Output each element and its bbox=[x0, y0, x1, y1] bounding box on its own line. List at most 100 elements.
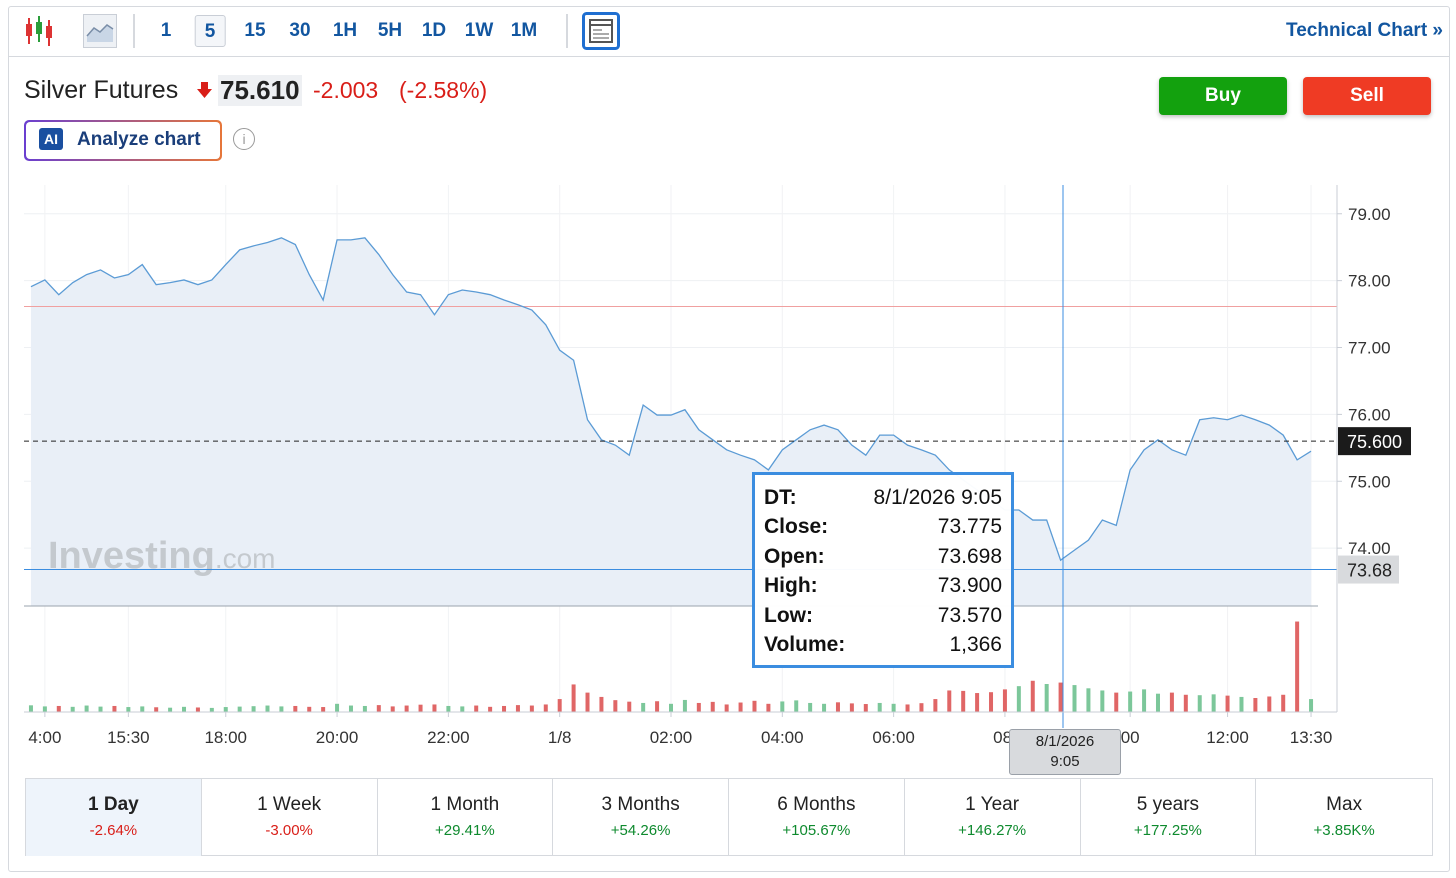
volume-bar bbox=[947, 690, 952, 712]
volume-bar bbox=[1072, 685, 1077, 712]
volume-bar bbox=[557, 699, 562, 712]
interval-button[interactable]: 5H bbox=[377, 20, 403, 41]
volume-bar bbox=[877, 702, 882, 712]
volume-bar bbox=[195, 707, 200, 712]
tooltip-key: High: bbox=[764, 574, 818, 598]
interval-button[interactable]: 1H bbox=[332, 20, 358, 41]
volume-bar bbox=[627, 701, 632, 712]
volume-bar bbox=[696, 702, 701, 712]
separator bbox=[133, 14, 135, 48]
interval-button[interactable]: 1 bbox=[160, 20, 172, 41]
volume-bar bbox=[265, 705, 270, 712]
analyze-chart-button[interactable]: AI Analyze chart bbox=[24, 120, 222, 161]
period-tab[interactable]: 1 Week -3.00% bbox=[202, 779, 378, 856]
x-tick-label: 15:30 bbox=[107, 728, 150, 747]
period-tabs: 1 Day -2.64% 1 Week -3.00% 1 Month +29.41% 3 M… bbox=[25, 778, 1433, 856]
volume-bar bbox=[307, 706, 312, 712]
y-tick-label: 74.00 bbox=[1348, 539, 1391, 558]
candlestick-icon[interactable] bbox=[24, 14, 56, 48]
interval-button[interactable]: 1D bbox=[421, 20, 447, 41]
volume-bar bbox=[710, 701, 715, 712]
current-price-label: 75.600 bbox=[1347, 432, 1402, 452]
info-icon[interactable]: i bbox=[233, 128, 255, 150]
interval-button[interactable]: 30 bbox=[289, 20, 311, 41]
volume-bar bbox=[182, 706, 187, 712]
volume-bar bbox=[933, 699, 938, 712]
volume-bar bbox=[641, 702, 646, 712]
period-change: +54.26% bbox=[610, 822, 671, 839]
instrument-name: Silver Futures bbox=[24, 76, 179, 104]
volume-bar bbox=[446, 705, 451, 712]
volume-bar bbox=[474, 705, 479, 712]
volume-bar bbox=[502, 705, 507, 712]
technical-chart-link[interactable]: Technical Chart » bbox=[1286, 20, 1443, 41]
period-tab[interactable]: 1 Month +29.41% bbox=[378, 779, 554, 856]
interval-button[interactable]: 1M bbox=[510, 20, 538, 41]
volume-bar bbox=[488, 706, 493, 712]
interval-button[interactable]: 5 bbox=[194, 15, 226, 47]
tooltip-row: Volume: 1,366 bbox=[764, 630, 1002, 659]
volume-bar bbox=[905, 704, 910, 712]
down-arrow bbox=[197, 82, 212, 98]
volume-bar bbox=[655, 701, 660, 712]
period-label: 1 Week bbox=[257, 794, 322, 815]
layout-icon[interactable] bbox=[582, 12, 620, 50]
volume-bar bbox=[738, 702, 743, 712]
volume-bar bbox=[669, 703, 673, 712]
tooltip-value: 73.570 bbox=[937, 603, 1002, 627]
last-price: 75.610 bbox=[218, 75, 302, 106]
tooltip-key: Open: bbox=[764, 544, 825, 568]
volume-bar bbox=[1142, 689, 1147, 712]
volume-bar bbox=[780, 701, 785, 712]
volume-bar bbox=[362, 705, 367, 712]
interval-button[interactable]: 1W bbox=[464, 20, 494, 41]
analyze-chart-label: Analyze chart bbox=[77, 129, 201, 150]
volume-bar bbox=[321, 707, 326, 712]
volume-bar bbox=[808, 702, 813, 712]
period-tab[interactable]: 3 Months +54.26% bbox=[553, 779, 729, 856]
interval-button[interactable]: 15 bbox=[244, 20, 266, 41]
volume-bar bbox=[1030, 680, 1035, 712]
period-tab[interactable]: 1 Year +146.27% bbox=[905, 779, 1081, 856]
period-change: -2.64% bbox=[89, 822, 138, 839]
x-tick-label: 02:00 bbox=[650, 728, 693, 747]
y-tick-label: 75.00 bbox=[1348, 472, 1391, 491]
watermark-suffix: .com bbox=[215, 543, 276, 574]
volume-bar bbox=[348, 705, 353, 712]
volume-bar bbox=[1211, 694, 1216, 712]
volume-bar bbox=[599, 696, 604, 712]
volume-bar bbox=[891, 703, 896, 712]
volume-bar bbox=[863, 704, 868, 712]
price-line bbox=[30, 237, 1312, 562]
volume-bar bbox=[961, 690, 966, 712]
period-change: +29.41% bbox=[435, 822, 495, 839]
volume-bar bbox=[42, 706, 47, 712]
volume-bar bbox=[1309, 699, 1314, 712]
period-tab[interactable]: 5 years +177.25% bbox=[1081, 779, 1257, 856]
tooltip-key: Volume: bbox=[764, 633, 846, 657]
volume-bar bbox=[975, 693, 980, 712]
tooltip-key: Low: bbox=[764, 603, 813, 627]
crosshair-price-label: 73.68 bbox=[1347, 561, 1392, 581]
period-label: 1 Day bbox=[88, 794, 139, 815]
period-tab[interactable]: 6 Months +105.67% bbox=[729, 779, 905, 856]
x-tick-label: 4:00 bbox=[28, 728, 61, 747]
crosshair-date: 8/1/2026 bbox=[1035, 733, 1095, 750]
period-tab[interactable]: Max +3.85K% bbox=[1256, 779, 1432, 856]
volume-bar bbox=[794, 700, 799, 712]
x-tick-label: 04:00 bbox=[761, 728, 804, 747]
period-change: +177.25% bbox=[1133, 822, 1202, 839]
volume-bar bbox=[251, 706, 256, 712]
line-chart-icon[interactable] bbox=[83, 14, 117, 48]
x-tick-label: 22:00 bbox=[427, 728, 470, 747]
y-tick-label: 79.00 bbox=[1348, 205, 1391, 224]
volume-bar bbox=[1058, 682, 1063, 712]
volume-bar bbox=[766, 703, 771, 712]
period-label: Max bbox=[1326, 794, 1363, 815]
volume-bar bbox=[28, 705, 33, 712]
crosshair-price-tag bbox=[1338, 555, 1399, 584]
sell-button[interactable]: Sell bbox=[1303, 77, 1431, 115]
volume-bar bbox=[1169, 692, 1174, 712]
period-tab[interactable]: 1 Day -2.64% bbox=[26, 779, 202, 856]
buy-button[interactable]: Buy bbox=[1159, 77, 1287, 115]
